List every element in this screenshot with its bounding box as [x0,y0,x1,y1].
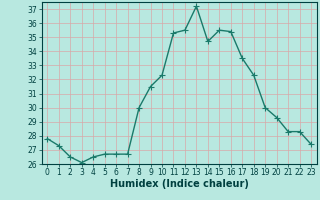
X-axis label: Humidex (Indice chaleur): Humidex (Indice chaleur) [110,179,249,189]
